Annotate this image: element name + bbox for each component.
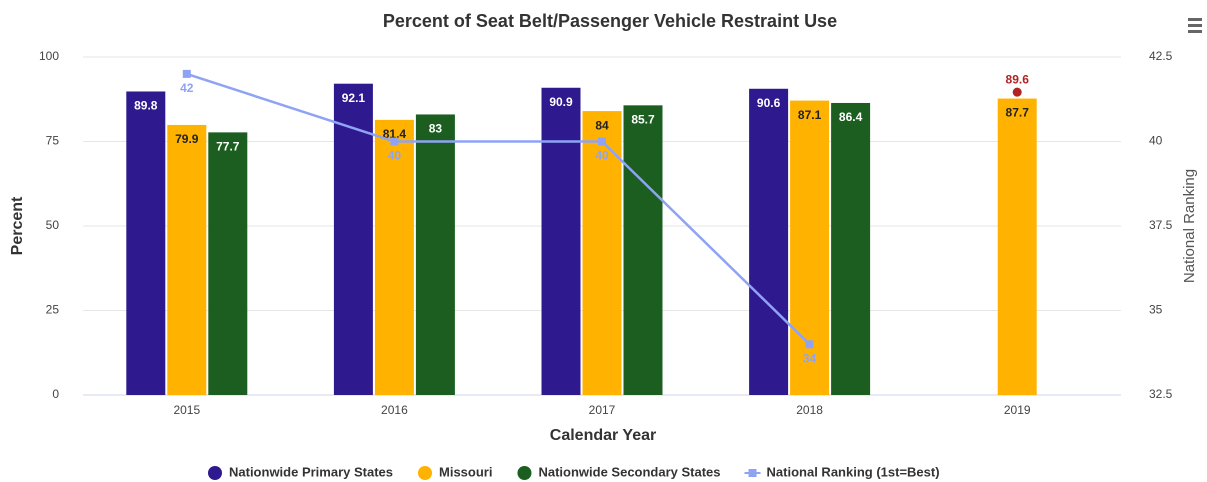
bar-value-label: 81.4 — [383, 127, 407, 141]
bar — [374, 119, 414, 396]
legend-item: Nationwide Primary States — [208, 464, 393, 480]
y2-tick-label: 42.5 — [1149, 49, 1173, 63]
bar-value-label: 83 — [429, 122, 443, 136]
scatter-value-label: 89.6 — [1006, 72, 1030, 86]
bar — [541, 87, 581, 396]
bar-value-label: 87.1 — [798, 108, 822, 122]
y2-axis-title: National Ranking — [1181, 169, 1198, 283]
y2-tick-label: 32.5 — [1149, 387, 1173, 401]
chart-title: Percent of Seat Belt/Passenger Vehicle R… — [383, 11, 837, 31]
y2-tick-label: 37.5 — [1149, 218, 1173, 232]
y-tick-label: 0 — [52, 387, 59, 401]
legend-item: Nationwide Secondary States — [517, 464, 721, 480]
menu-bar — [1188, 18, 1202, 21]
x-tick-label: 2017 — [589, 403, 616, 417]
y-tick-label: 50 — [46, 218, 60, 232]
legend-item: Missouri — [418, 464, 492, 480]
legend-label: Nationwide Primary States — [229, 464, 393, 479]
legend-marker — [208, 466, 222, 480]
x-tick-label: 2018 — [796, 403, 823, 417]
menu-bar — [1188, 30, 1202, 33]
legend: Nationwide Primary States Missouri Nationw… — [208, 464, 940, 480]
bar — [208, 132, 248, 395]
bar-value-label: 87.7 — [1006, 106, 1030, 120]
bar — [167, 124, 207, 396]
menu-bar — [1188, 24, 1202, 27]
y-axis-title: Percent — [9, 196, 26, 255]
bar — [997, 98, 1037, 395]
x-axis-title: Calendar Year — [550, 427, 656, 444]
bar-value-label: 85.7 — [631, 113, 655, 127]
legend-label: National Ranking (1st=Best) — [767, 464, 940, 479]
bar — [749, 88, 789, 395]
x-tick-label: 2019 — [1004, 403, 1031, 417]
bar-value-label: 86.4 — [839, 110, 863, 124]
bar — [582, 111, 622, 395]
legend-item: National Ranking (1st=Best) — [744, 464, 940, 479]
menu-button[interactable] — [1188, 18, 1202, 33]
line-marker — [182, 69, 191, 78]
bar — [415, 114, 455, 396]
legend-label: Missouri — [439, 464, 492, 479]
bar-value-label: 89.8 — [134, 99, 158, 113]
y2-tick-label: 40 — [1149, 134, 1163, 148]
bar — [831, 102, 871, 395]
line-value-label: 40 — [595, 149, 609, 163]
bar — [126, 91, 166, 395]
y2-tick-label: 35 — [1149, 303, 1163, 317]
y-tick-label: 25 — [46, 303, 60, 317]
bar-value-label: 90.9 — [549, 95, 573, 109]
bar — [623, 105, 663, 396]
legend-marker — [418, 466, 432, 480]
bar-value-label: 84 — [595, 118, 609, 132]
y-tick-label: 75 — [46, 134, 60, 148]
x-tick-label: 2015 — [173, 403, 200, 417]
line-value-label: 42 — [180, 81, 194, 95]
legend-label: Nationwide Secondary States — [538, 464, 720, 479]
x-tick-label: 2016 — [381, 403, 408, 417]
bar — [333, 83, 373, 396]
line — [186, 72, 811, 346]
line-marker — [805, 340, 814, 349]
line-value-label: 34 — [803, 351, 817, 365]
bar-value-label: 77.7 — [216, 140, 240, 154]
line-value-label: 40 — [388, 149, 402, 163]
line-marker — [390, 137, 399, 146]
line-marker — [598, 137, 606, 146]
scatter-point — [1012, 87, 1022, 97]
bar-value-label: 92.1 — [342, 91, 366, 105]
bar-value-label: 79.9 — [175, 132, 199, 146]
legend-marker — [748, 469, 757, 477]
y-tick-label: 100 — [39, 49, 59, 63]
bar-value-label: 90.6 — [757, 96, 781, 110]
legend-marker — [517, 466, 532, 480]
